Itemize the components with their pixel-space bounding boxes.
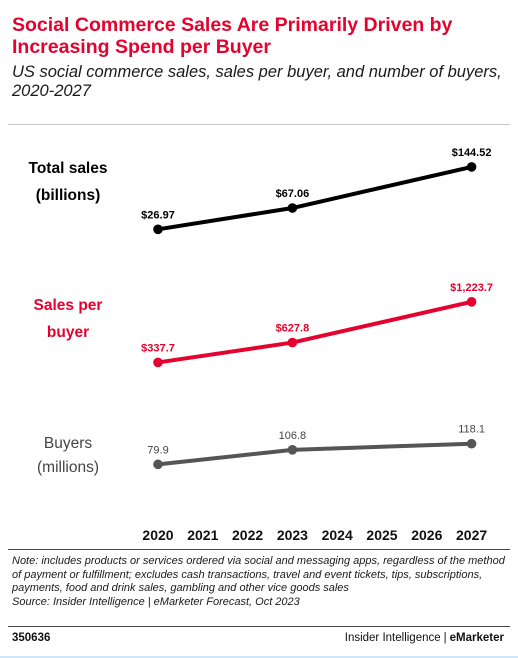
x-tick-label: 2026 (411, 527, 442, 543)
footer-divider (8, 626, 510, 627)
data-point (153, 224, 163, 235)
series-label: Total sales (29, 160, 108, 177)
data-label: $67.06 (276, 188, 310, 200)
brand-logo[interactable]: Insider Intelligence | eMarketer (345, 632, 504, 644)
data-point (466, 162, 477, 172)
chart-title: Social Commerce Sales Are Primarily Driv… (12, 14, 453, 58)
window-edge (0, 656, 518, 658)
data-point (466, 296, 477, 307)
data-label: 118.1 (458, 424, 485, 436)
x-tick-label: 2020 (142, 527, 173, 543)
series-label: (billions) (36, 187, 101, 204)
line-chart: $26.97 $67.06 $144.52 Total sales (billions)… (29, 147, 493, 543)
chart-subtitle: US social commerce sales, sales per buye… (12, 63, 502, 100)
data-point (153, 357, 163, 368)
series-line-2 (156, 441, 474, 467)
data-label: $1,223.7 (450, 282, 493, 294)
x-tick-label: 2024 (322, 527, 353, 543)
brand-separator: | (443, 632, 447, 644)
footnote: Note: includes products or services orde… (12, 555, 508, 609)
footnote-source: Source: Insider Intelligence | eMarketer… (12, 595, 300, 608)
footnote-note: Note: includes products or services orde… (12, 555, 505, 594)
footnote-divider (8, 549, 510, 550)
series-line-0 (156, 164, 474, 232)
data-point (466, 438, 477, 449)
x-tick-label: 2027 (456, 527, 487, 543)
data-label: $144.52 (452, 147, 492, 159)
data-point (287, 445, 298, 455)
chart-id: 350636 (12, 632, 51, 644)
data-label: $26.97 (141, 209, 175, 221)
data-point (287, 203, 298, 213)
x-tick-label: 2023 (277, 527, 308, 543)
data-label: 106.8 (279, 430, 307, 442)
data-label: $627.8 (276, 323, 310, 335)
brand-emarketer: eMarketer (449, 632, 504, 644)
data-point (287, 337, 298, 348)
x-tick-label: 2025 (366, 527, 397, 543)
header-divider (8, 124, 510, 125)
brand-insider-intelligence: Insider Intelligence (344, 632, 441, 644)
series-label: (millions) (37, 459, 99, 476)
data-label: $337.7 (141, 342, 175, 354)
series-line-1 (156, 299, 474, 365)
data-point (153, 459, 163, 470)
series-label: Buyers (44, 435, 92, 452)
x-tick-label: 2022 (232, 527, 263, 543)
data-label: 79.9 (147, 444, 168, 456)
series-label: Sales per (34, 297, 103, 314)
x-tick-label: 2021 (187, 527, 218, 543)
series-label: buyer (47, 324, 89, 341)
